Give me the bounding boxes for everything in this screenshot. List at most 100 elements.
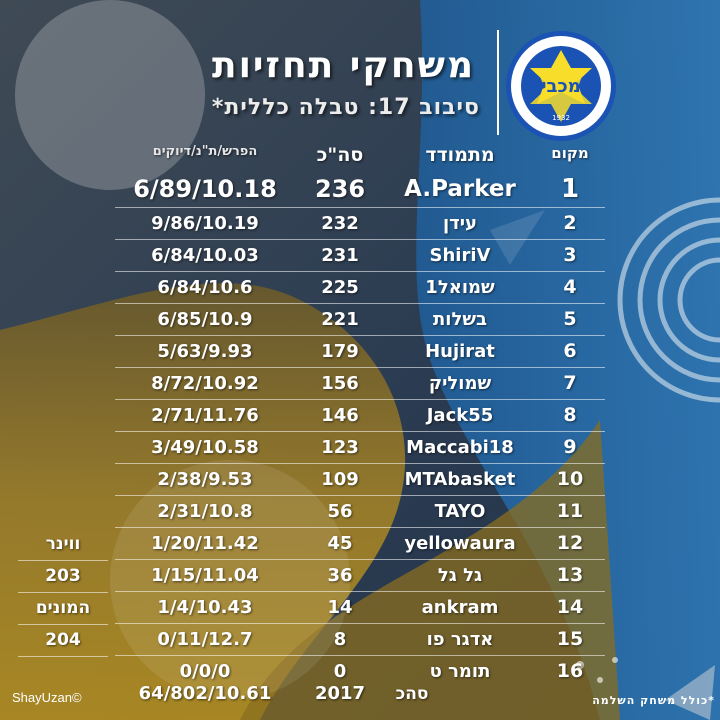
row-rank: 9 <box>563 436 577 458</box>
row-total: 0 <box>333 661 347 682</box>
row-total: 36 <box>327 565 353 586</box>
row-total: 56 <box>327 501 353 522</box>
totals-label: סהכ <box>395 684 429 704</box>
row-rank: 5 <box>563 308 577 330</box>
row-player: A.Parker <box>404 176 516 202</box>
row-stats: 8/72/10.92 <box>151 373 259 394</box>
row-stats: 2/71/11.76 <box>151 405 259 426</box>
header-divider <box>497 30 499 135</box>
row-player: ShiriV <box>429 245 491 266</box>
row-total: 236 <box>314 175 366 203</box>
row-rank: 10 <box>556 468 584 490</box>
row-player: TAYO <box>434 501 486 522</box>
row-stats: 9/86/10.19 <box>151 213 259 234</box>
row-player: yellowaura <box>404 533 516 554</box>
row-total: 221 <box>321 309 359 330</box>
table-row: 8/72/10.92 156 שמוליק 7 <box>115 368 605 400</box>
row-total: 123 <box>321 437 359 458</box>
row-total: 45 <box>327 533 353 554</box>
row-total: 225 <box>321 277 359 298</box>
side-panel: ווינר 203 המונים 204 <box>18 529 108 657</box>
table-row: 6/84/10.6 225 שמואל1 4 <box>115 272 605 304</box>
row-stats: 5/63/9.93 <box>157 341 253 362</box>
row-stats: 6/84/10.6 <box>157 277 253 298</box>
row-rank: 4 <box>563 276 577 298</box>
row-rank: 2 <box>563 212 577 234</box>
logo-year: 1932 <box>552 114 570 122</box>
table-row: 6/89/10.18 236 A.Parker 1 <box>115 172 605 208</box>
row-stats: 6/84/10.03 <box>151 245 259 266</box>
row-rank: 1 <box>560 174 580 204</box>
row-player: ankram <box>421 597 499 618</box>
totals-stats: 64/802/10.61 <box>138 683 272 704</box>
table-row: 2/71/11.76 146 Jack55 8 <box>115 400 605 432</box>
row-player: Maccabi18 <box>406 437 514 458</box>
side-label-crowd: המונים <box>18 593 108 625</box>
row-player: Hujirat <box>425 341 495 362</box>
side-value-winner: 203 <box>18 561 108 593</box>
row-total: 179 <box>321 341 359 362</box>
row-stats: 1/4/10.43 <box>157 597 253 618</box>
table-row: 1/4/10.43 14 ankram 14 <box>115 592 605 624</box>
standings-table: 6/89/10.18 236 A.Parker 1 9/86/10.19 232… <box>115 172 605 687</box>
table-row: 1/15/11.04 36 גל גל 13 <box>115 560 605 592</box>
row-stats: 0/0/0 <box>179 661 231 682</box>
side-value-crowd: 204 <box>18 625 108 657</box>
row-stats: 2/31/10.8 <box>157 501 253 522</box>
row-total: 8 <box>333 629 347 650</box>
table-row: 3/49/10.58 123 Maccabi18 9 <box>115 432 605 464</box>
page-title: משחקי תחזיות <box>211 45 475 86</box>
row-stats: 1/20/11.42 <box>151 533 259 554</box>
row-rank: 16 <box>556 660 584 682</box>
table-row: 5/63/9.93 179 Hujirat 6 <box>115 336 605 368</box>
table-row: 0/11/12.7 8 אדגר פו 15 <box>115 624 605 656</box>
row-player: עידן <box>442 213 478 234</box>
table-row: 0/0/0 0 תומר ט 16 <box>115 656 605 687</box>
row-total: 109 <box>321 469 359 490</box>
table-row: 6/85/10.9 221 בשלות 5 <box>115 304 605 336</box>
side-label-winner: ווינר <box>18 529 108 561</box>
row-player: שמוליק <box>428 373 492 394</box>
row-stats: 6/89/10.18 <box>133 175 277 203</box>
row-rank: 6 <box>563 340 577 362</box>
row-rank: 8 <box>563 404 577 426</box>
header-rank: מקום <box>551 144 589 162</box>
table-row: 6/84/10.03 231 ShiriV 3 <box>115 240 605 272</box>
row-rank: 7 <box>563 372 577 394</box>
footnote: *כולל משחק השלמה <box>592 694 715 707</box>
row-rank: 13 <box>556 564 584 586</box>
row-player: Jack55 <box>426 405 494 426</box>
row-rank: 3 <box>563 244 577 266</box>
row-total: 14 <box>327 597 353 618</box>
row-total: 156 <box>321 373 359 394</box>
table-row: 1/20/11.42 45 yellowaura 12 <box>115 528 605 560</box>
row-total: 232 <box>321 213 359 234</box>
row-rank: 12 <box>556 532 584 554</box>
author-credit: ShayUzan© <box>12 690 82 705</box>
row-player: אדגר פו <box>426 629 494 650</box>
row-player: גל גל <box>437 565 483 586</box>
totals-row: 64/802/10.61 2017 סהכ <box>115 680 445 708</box>
logo-letters: מכבי <box>541 76 581 97</box>
table-row: 9/86/10.19 232 עידן 2 <box>115 208 605 240</box>
row-player: MTAbasket <box>404 469 516 490</box>
row-rank: 14 <box>556 596 584 618</box>
header-stats: הפרש/ת"נ/דיוקים <box>152 144 258 159</box>
maccabi-tel-aviv-logo-icon: מכבי 1932 <box>506 31 616 141</box>
table-row: 2/31/10.8 56 TAYO 11 <box>115 496 605 528</box>
header-player: מתמודד <box>425 144 495 166</box>
row-rank: 11 <box>556 500 584 522</box>
row-player: תומר ט <box>429 661 491 682</box>
row-player: שמואל1 <box>425 277 495 298</box>
row-total: 231 <box>321 245 359 266</box>
row-total: 146 <box>321 405 359 426</box>
totals-total: 2017 <box>314 683 366 704</box>
row-player: בשלות <box>433 309 487 330</box>
page-subtitle: סיבוב 17: טבלה כללית* <box>211 95 480 120</box>
header-total: סה"כ <box>316 144 364 166</box>
row-stats: 2/38/9.53 <box>157 469 253 490</box>
row-stats: 1/15/11.04 <box>151 565 259 586</box>
row-stats: 0/11/12.7 <box>157 629 253 650</box>
table-row: 2/38/9.53 109 MTAbasket 10 <box>115 464 605 496</box>
